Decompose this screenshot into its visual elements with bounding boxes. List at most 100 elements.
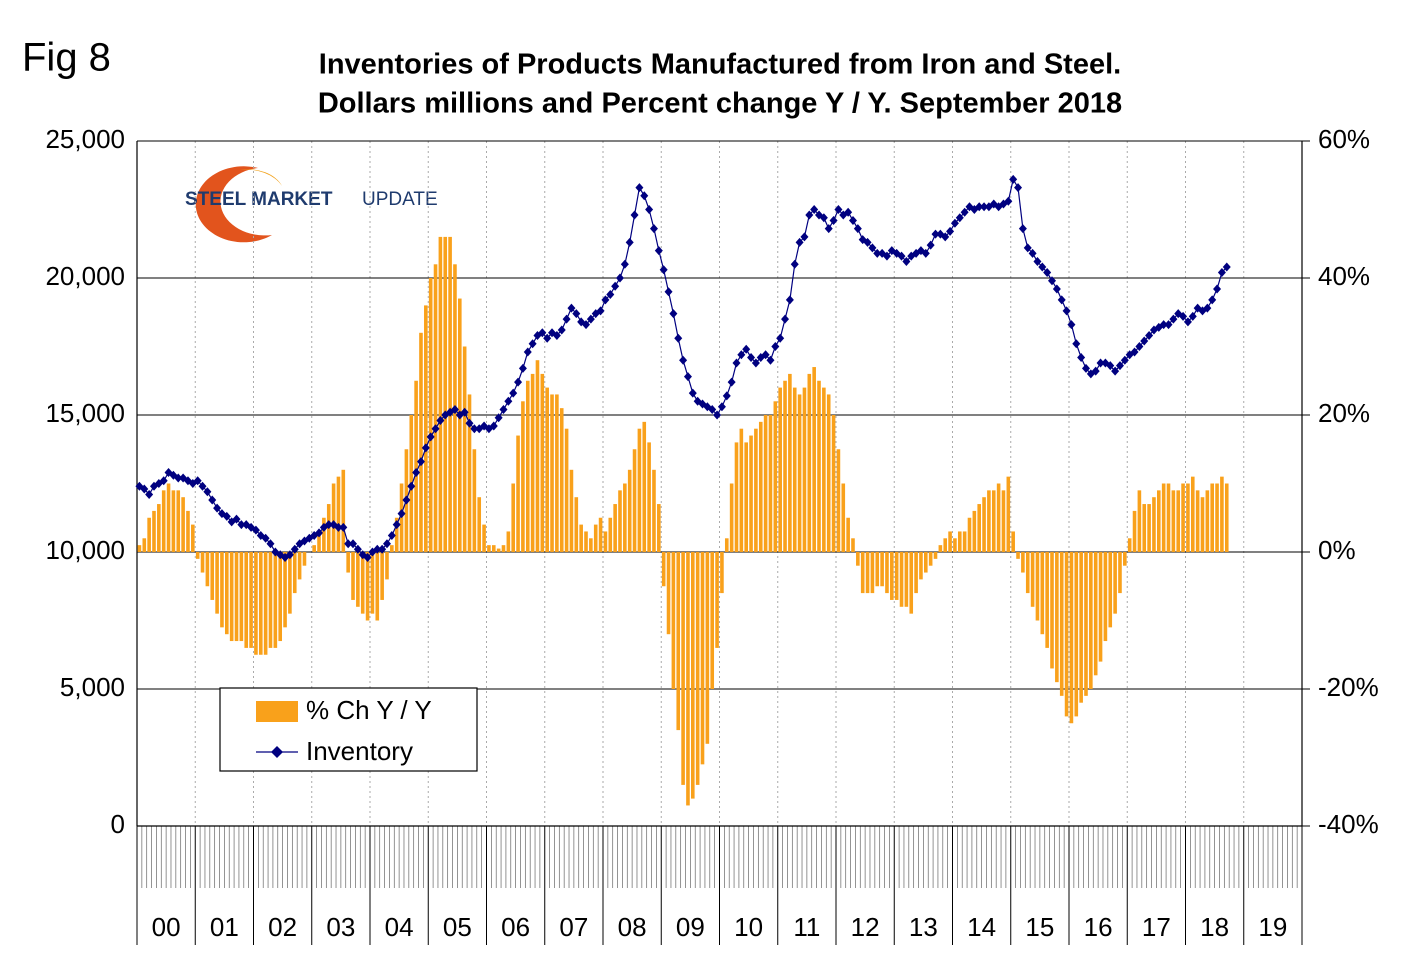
bar <box>1127 538 1132 552</box>
bar <box>317 531 321 552</box>
bar <box>458 298 462 552</box>
marker <box>810 205 819 214</box>
bar <box>1123 552 1127 566</box>
marker <box>649 224 658 234</box>
bar <box>472 449 477 552</box>
bar <box>1181 483 1185 552</box>
bar <box>336 476 341 552</box>
bar <box>797 394 802 552</box>
bar <box>637 428 642 552</box>
x-tick-label: 04 <box>385 912 414 942</box>
bar <box>1108 552 1113 628</box>
bar <box>865 552 870 594</box>
bar <box>302 552 307 566</box>
marker <box>514 377 523 387</box>
marker <box>382 539 391 549</box>
marker <box>465 418 474 428</box>
bar <box>885 552 889 594</box>
x-tick-label: 01 <box>210 912 239 942</box>
bar <box>943 538 948 552</box>
bar <box>254 552 258 655</box>
marker <box>1062 306 1071 316</box>
bar <box>1132 510 1137 552</box>
marker <box>946 226 955 236</box>
bar <box>1205 490 1210 552</box>
marker <box>261 533 270 543</box>
marker <box>397 509 406 519</box>
marker <box>654 246 663 256</box>
bar <box>1103 552 1108 642</box>
bar <box>807 373 812 552</box>
bar <box>875 552 880 587</box>
bar <box>448 236 452 552</box>
bar <box>1142 504 1147 552</box>
bar <box>1016 552 1020 559</box>
marker <box>1140 336 1149 346</box>
bar <box>919 552 923 580</box>
marker <box>1179 311 1188 321</box>
bar <box>1200 497 1205 552</box>
marker <box>145 489 154 499</box>
bar <box>773 401 778 552</box>
bar <box>1030 552 1035 607</box>
x-tick-label: 09 <box>676 912 705 942</box>
bar <box>191 524 195 552</box>
marker <box>1033 257 1042 267</box>
marker <box>941 232 950 242</box>
marker <box>747 352 756 362</box>
marker <box>1028 248 1037 258</box>
bar <box>1045 552 1049 648</box>
bar <box>1025 552 1030 594</box>
marker <box>790 259 799 269</box>
marker <box>572 309 581 319</box>
bar <box>768 415 773 552</box>
bar <box>593 524 598 552</box>
x-tick-label: 06 <box>501 912 530 942</box>
bar <box>982 497 986 552</box>
bar <box>1050 552 1054 669</box>
marker <box>412 468 421 478</box>
bar <box>812 367 816 552</box>
marker <box>523 347 532 357</box>
y2-tick-label: -40% <box>1318 809 1379 839</box>
x-tick-label: 12 <box>851 912 880 942</box>
bar <box>375 552 380 621</box>
bar <box>584 531 588 552</box>
bar <box>258 552 263 655</box>
bar <box>613 504 617 552</box>
marker <box>601 295 610 305</box>
bar <box>686 552 690 806</box>
bar <box>763 415 768 552</box>
marker <box>436 415 445 425</box>
bar <box>1011 531 1015 552</box>
bar <box>899 552 904 607</box>
bar <box>414 380 418 552</box>
marker <box>1222 262 1231 272</box>
logo-swoosh <box>240 169 282 186</box>
x-tick-label: 19 <box>1258 912 1287 942</box>
marker <box>392 520 401 530</box>
bar <box>691 552 695 799</box>
bar <box>831 415 836 552</box>
bar <box>652 469 656 552</box>
marker <box>1009 174 1018 184</box>
marker <box>620 259 629 269</box>
x-tick-label: 14 <box>967 912 996 942</box>
marker <box>1048 276 1057 286</box>
marker <box>334 522 343 532</box>
marker <box>407 481 416 491</box>
marker <box>1188 311 1197 321</box>
marker <box>1014 183 1023 193</box>
bar <box>346 552 350 573</box>
marker <box>611 281 620 291</box>
bar <box>166 483 171 552</box>
y-tick-label: 10,000 <box>45 535 125 565</box>
bar <box>249 552 253 648</box>
marker <box>1208 295 1217 305</box>
bar <box>195 552 200 559</box>
bar <box>239 552 244 642</box>
bar <box>288 552 292 614</box>
marker <box>582 320 591 330</box>
legend-swatch <box>271 746 283 758</box>
bar <box>695 552 700 785</box>
